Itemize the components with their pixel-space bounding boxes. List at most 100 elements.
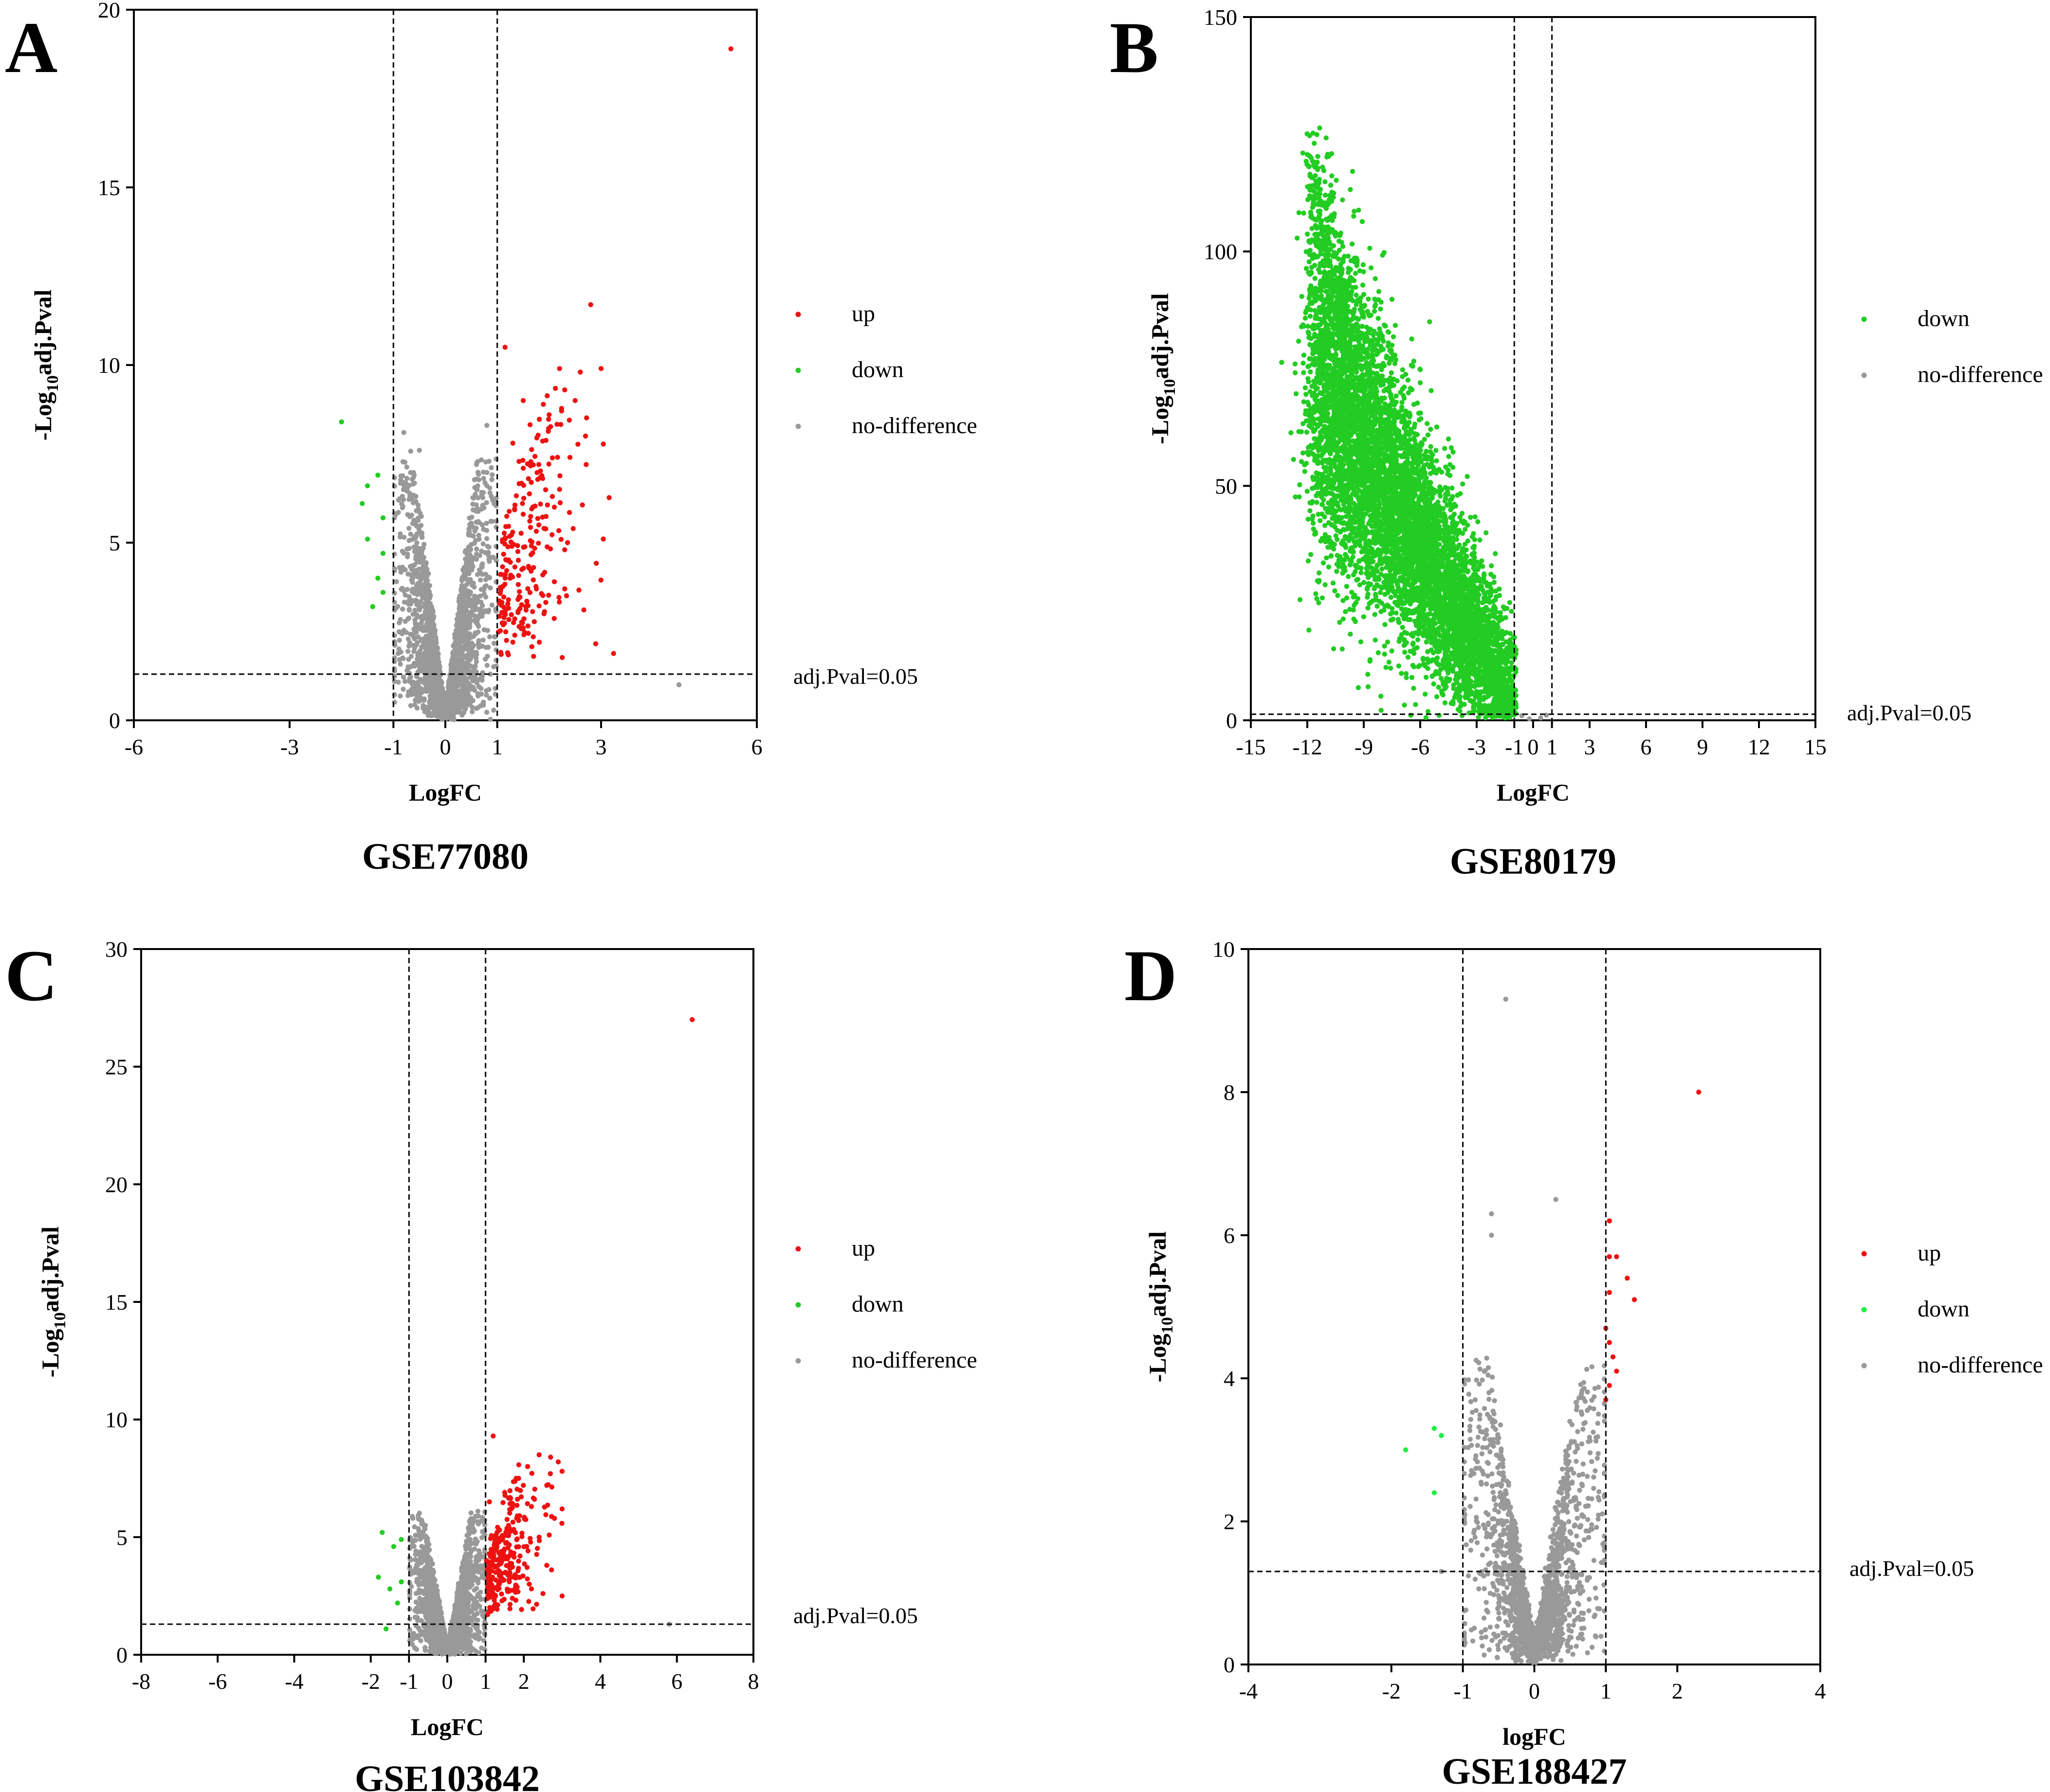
point-no-difference xyxy=(452,641,458,647)
point-up xyxy=(540,439,546,444)
point-no-difference xyxy=(482,480,488,486)
point-no-difference xyxy=(400,655,405,661)
point-up xyxy=(502,582,508,587)
point-no-difference xyxy=(433,652,439,657)
point-up xyxy=(543,487,549,493)
point-no-difference xyxy=(453,683,459,689)
point-no-difference xyxy=(408,531,413,537)
point-down xyxy=(1291,457,1296,462)
point-up xyxy=(578,369,583,375)
point-up xyxy=(535,433,541,438)
point-up xyxy=(531,619,537,624)
point-no-difference xyxy=(394,579,399,585)
point-no-difference xyxy=(406,615,412,621)
point-no-difference xyxy=(477,593,483,599)
x-axis-label: LogFC xyxy=(409,779,482,806)
point-no-difference xyxy=(470,564,476,569)
point-up xyxy=(521,545,526,550)
point-up xyxy=(510,574,515,580)
point-no-difference xyxy=(419,638,424,643)
point-no-difference xyxy=(421,562,426,567)
legend-label: no-difference xyxy=(852,413,977,439)
point-no-difference xyxy=(450,666,456,672)
point-no-difference xyxy=(467,528,472,534)
y-tick-label: 20 xyxy=(98,0,120,22)
point-no-difference xyxy=(489,603,495,608)
point-up xyxy=(531,634,536,640)
point-up xyxy=(559,655,565,660)
point-no-difference xyxy=(396,497,402,503)
point-no-difference xyxy=(417,558,423,564)
point-no-difference xyxy=(406,526,412,531)
point-no-difference xyxy=(480,541,486,547)
point-down xyxy=(1332,588,1337,594)
point-down xyxy=(380,550,386,556)
point-no-difference xyxy=(425,585,431,591)
point-up xyxy=(512,564,518,570)
point-up xyxy=(546,461,551,467)
point-down xyxy=(1358,570,1364,576)
point-no-difference xyxy=(414,518,420,523)
point-no-difference xyxy=(454,635,459,640)
point-down xyxy=(1402,702,1407,708)
point-up xyxy=(502,621,507,626)
point-up xyxy=(556,528,562,533)
point-no-difference xyxy=(408,703,414,709)
point-no-difference xyxy=(398,649,403,655)
point-up xyxy=(516,573,521,578)
point-no-difference xyxy=(455,618,461,624)
point-no-difference xyxy=(474,659,479,664)
point-no-difference xyxy=(484,528,490,533)
point-no-difference xyxy=(458,600,464,605)
point-no-difference xyxy=(425,638,431,644)
point-no-difference xyxy=(484,500,489,506)
point-no-difference xyxy=(413,597,419,603)
panel-a: A-6 -3 -1 0 1 3 605101520LogFC-Log10adj.PvalGS… xyxy=(5,0,977,877)
point-no-difference xyxy=(414,602,420,607)
point-no-difference xyxy=(472,688,477,693)
point-no-difference xyxy=(415,656,420,662)
x-tick-label: -1 xyxy=(384,734,403,759)
point-up xyxy=(500,564,505,569)
point-up xyxy=(598,577,604,583)
point-up xyxy=(564,593,569,599)
point-no-difference xyxy=(468,589,473,595)
point-up xyxy=(551,579,557,585)
point-no-difference xyxy=(470,709,475,714)
point-no-difference xyxy=(430,646,436,652)
point-no-difference xyxy=(448,716,454,722)
point-no-difference xyxy=(409,476,415,482)
point-no-difference xyxy=(434,698,439,704)
point-up xyxy=(541,402,546,407)
point-no-difference xyxy=(427,653,433,659)
point-up xyxy=(541,526,547,531)
point-up xyxy=(532,546,537,551)
legend-marker xyxy=(795,423,801,429)
point-up xyxy=(502,345,508,350)
point-no-difference xyxy=(478,677,484,682)
point-down xyxy=(1351,214,1356,219)
point-up xyxy=(507,509,512,514)
point-up xyxy=(501,530,507,536)
point-up xyxy=(510,640,515,645)
point-no-difference xyxy=(410,686,416,691)
point-up xyxy=(521,632,527,638)
point-down xyxy=(1373,276,1378,281)
point-no-difference xyxy=(404,486,410,492)
point-no-difference xyxy=(397,638,402,643)
point-no-difference xyxy=(396,510,401,515)
point-no-difference xyxy=(462,661,468,666)
point-no-difference xyxy=(422,652,428,658)
point-no-difference xyxy=(470,557,476,562)
point-down xyxy=(1424,475,1429,480)
point-no-difference xyxy=(464,582,469,587)
point-down xyxy=(365,536,370,542)
point-down xyxy=(1302,385,1308,390)
point-no-difference xyxy=(454,629,459,635)
point-no-difference xyxy=(425,614,431,619)
pval-threshold-label: adj.Pval=0.05 xyxy=(793,664,918,689)
point-up xyxy=(498,652,504,657)
x-tick-label: 6 xyxy=(751,734,763,759)
point-no-difference xyxy=(417,648,422,654)
point-up xyxy=(541,611,547,617)
